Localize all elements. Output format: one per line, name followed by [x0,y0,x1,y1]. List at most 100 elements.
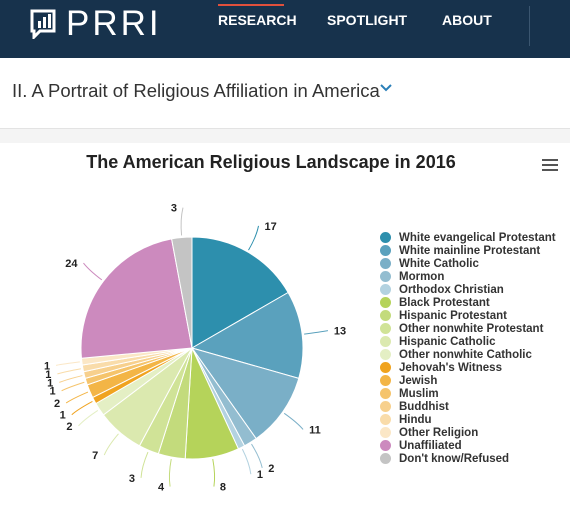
bar-chart-speech-bubble-icon [30,9,56,39]
legend-marker [380,388,391,399]
hamburger-menu-icon[interactable] [542,159,558,173]
data-label: 1 [257,469,263,481]
data-label: 1 [44,360,50,372]
legend-item[interactable]: Other nonwhite Catholic [380,348,556,361]
data-label-connector [140,451,149,478]
legend-item[interactable]: Other nonwhite Protestant [380,322,556,335]
legend-label: Hispanic Catholic [399,335,496,348]
legend-marker [380,310,391,321]
data-label: 3 [129,473,135,485]
legend-marker [380,349,391,360]
legend-item[interactable]: White evangelical Protestant [380,231,556,244]
nav-active-indicator [218,4,284,6]
pie-slice[interactable] [190,347,300,440]
chart-legend: White evangelical Protestant White mainli… [380,231,556,465]
legend-marker [380,440,391,451]
data-label: 1 [60,410,66,422]
legend-label: Muslim [399,387,439,400]
legend-marker [380,401,391,412]
legend-marker [380,271,391,282]
data-label: 2 [268,463,274,475]
legend-label: White mainline Protestant [399,244,541,257]
pie-slice[interactable] [171,236,193,349]
legend-marker [380,414,391,425]
data-label: 17 [265,221,277,233]
data-label-connector [304,330,329,335]
data-label: 24 [65,258,78,270]
legend-label: Buddhist [399,400,449,413]
legend-item[interactable]: Other Religion [380,426,556,439]
data-label: 7 [92,450,98,462]
legend-marker [380,375,391,386]
legend-marker [380,232,391,243]
data-label-connector [251,443,263,468]
nav-divider [529,6,530,46]
data-label-connector [65,391,89,404]
legend-label: Mormon [399,270,445,283]
legend-item[interactable]: Mormon [380,270,556,283]
data-label-connector [180,207,184,236]
legend-label: Other nonwhite Protestant [399,322,544,335]
pie-slice[interactable] [191,236,289,349]
data-label: 8 [220,482,226,494]
data-label-connector [248,225,259,251]
legend-label: Jehovah's Witness [399,361,502,374]
legend-marker [380,284,391,295]
data-label: 2 [66,421,72,433]
pie-slice[interactable] [80,238,193,359]
prri-logo[interactable]: PRRI [30,4,162,43]
legend-marker [380,453,391,464]
legend-item[interactable]: Black Protestant [380,296,556,309]
data-label: 1 [50,386,56,398]
legend-label: White Catholic [399,257,479,270]
data-label-connector [168,458,172,487]
pie-slice[interactable] [190,291,304,379]
legend-marker [380,297,391,308]
section-selector[interactable]: II. A Portrait of Religious Affiliation … [0,58,570,129]
data-label-connector [283,412,304,430]
legend-item[interactable]: White Catholic [380,257,556,270]
legend-item[interactable]: Orthodox Christian [380,283,556,296]
legend-item[interactable]: Jewish [380,374,556,387]
data-label-connector [55,361,80,366]
data-label: 13 [334,326,346,338]
legend-marker [380,323,391,334]
data-label-connector [212,458,216,487]
legend-label: Unaffiliated [399,439,462,452]
data-label-connector [61,381,85,392]
legend-label: Other Religion [399,426,479,439]
nav-spotlight[interactable]: SPOTLIGHT [327,12,408,28]
legend-item[interactable]: Jehovah's Witness [380,361,556,374]
legend-item[interactable]: Don't know/Refused [380,452,556,465]
data-label-connector [103,433,119,456]
nav-about[interactable]: ABOUT [442,12,492,28]
data-label-connector [241,448,252,475]
legend-label: Orthodox Christian [399,283,504,296]
section-title: II. A Portrait of Religious Affiliation … [12,80,380,101]
data-label: 11 [309,424,321,436]
legend-item[interactable]: White mainline Protestant [380,244,556,257]
legend-label: Don't know/Refused [399,452,510,465]
legend-label: Hispanic Protestant [399,309,507,322]
legend-label: Hindu [399,413,432,426]
legend-item[interactable]: Buddhist [380,400,556,413]
data-label: 1 [45,369,51,381]
legend-item[interactable]: Hispanic Protestant [380,309,556,322]
data-label: 1 [47,377,53,389]
data-label-connector [57,368,82,375]
legend-marker [380,245,391,256]
content-separator [0,129,570,143]
legend-item[interactable]: Hindu [380,413,556,426]
chart-title: The American Religious Landscape in 2016 [86,152,456,172]
legend-marker [380,427,391,438]
logo-text: PRRI [66,4,162,43]
legend-item[interactable]: Hispanic Catholic [380,335,556,348]
legend-marker [380,362,391,373]
legend-item[interactable]: Muslim [380,387,556,400]
data-label-connector [71,401,93,416]
data-label-connector [59,375,83,383]
legend-item[interactable]: Unaffiliated [380,439,556,452]
nav-research[interactable]: RESEARCH [218,12,297,28]
chevron-down-icon[interactable] [380,84,392,92]
